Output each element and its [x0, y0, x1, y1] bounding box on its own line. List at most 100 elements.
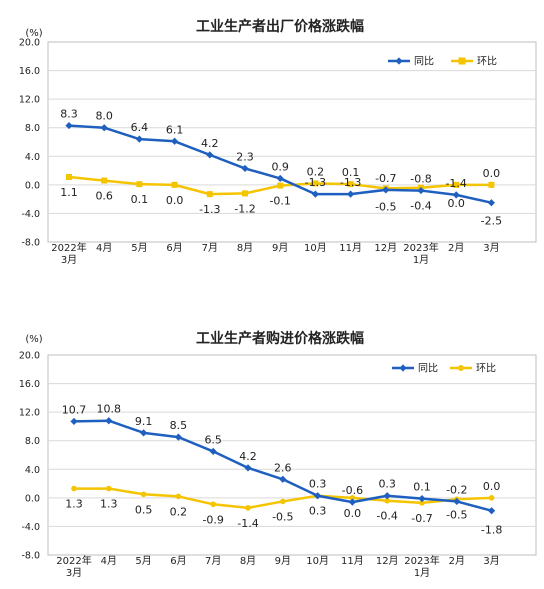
- plot-border: [47, 354, 537, 556]
- chart-title: 工业生产者购进价格涨跌幅: [196, 330, 364, 347]
- data-label: 8.0: [95, 110, 113, 123]
- data-label: 9.1: [135, 415, 153, 428]
- x-tick-label: 11月: [339, 242, 362, 254]
- data-label: 0.0: [483, 167, 501, 180]
- y-tick-label: 4.0: [25, 465, 40, 476]
- x-tick-label: 3月: [483, 555, 499, 567]
- data-labels: 8.3 8.0 6.4 6.1 4.2 2.3 0.9 -1.3 -1.3 -0.7 -0.8 -1.…: [60, 108, 502, 228]
- x-tick-label: 5月: [131, 242, 147, 254]
- data-point: [277, 182, 284, 189]
- data-point: [452, 191, 460, 199]
- series-layer: [65, 121, 495, 207]
- data-point: [206, 151, 214, 159]
- data-label: -1.3: [199, 203, 220, 216]
- data-label: 0.0: [166, 194, 184, 207]
- y-tick-label: -4.0: [21, 209, 40, 220]
- data-label: 0.1: [413, 481, 431, 494]
- y-tick-label: -4.0: [21, 522, 40, 533]
- data-point: [65, 121, 73, 130]
- data-label: 0.0: [483, 480, 501, 493]
- x-tick-label: 12月: [374, 242, 397, 254]
- y-tick-label: 0.0: [25, 493, 40, 504]
- data-point: [105, 417, 113, 425]
- legend: 同比 环比: [392, 363, 496, 375]
- data-point: [106, 485, 112, 492]
- data-label: -1.3: [340, 176, 361, 189]
- unit-label: (%): [25, 28, 42, 39]
- legend-marker: [395, 57, 403, 65]
- data-point: [244, 464, 252, 472]
- legend-label: 环比: [476, 363, 496, 375]
- data-label: -1.8: [481, 524, 502, 537]
- data-label: 2.3: [236, 150, 254, 163]
- x-tick-label: 2月: [449, 555, 465, 567]
- x-tick-label: 10月: [306, 555, 329, 567]
- data-label: -0.5: [272, 510, 293, 523]
- data-point: [135, 135, 143, 143]
- data-label: 0.3: [309, 505, 327, 518]
- y-tick-label: 16.0: [19, 379, 40, 390]
- x-tick-label-sub: 3月: [66, 567, 82, 579]
- data-point: [488, 495, 495, 501]
- data-label: 6.5: [204, 433, 222, 446]
- x-tick-label: 2023年: [403, 241, 438, 254]
- series-layer: [70, 417, 496, 515]
- x-tick-label: 9月: [272, 242, 288, 254]
- data-label: 4.2: [239, 450, 257, 463]
- chart-purchase-price: 工业生产者购进价格涨跌幅 (%) 20.0 16.0 12.0 8.0 4.0 0.0 -4…: [19, 330, 537, 579]
- data-point: [347, 190, 355, 198]
- data-label: 0.0: [344, 507, 362, 520]
- data-point: [314, 492, 322, 500]
- data-point: [245, 505, 251, 511]
- data-label: -1.4: [237, 517, 258, 530]
- legend-label: 同比: [418, 363, 438, 375]
- y-axis: 20.0 16.0 12.0 8.0 4.0 0.0 -4.0 -8.0: [19, 351, 536, 562]
- data-point: [312, 180, 319, 187]
- x-tick-label: 4月: [101, 555, 117, 567]
- data-point: [66, 174, 72, 180]
- data-point: [70, 417, 78, 426]
- data-point: [488, 507, 496, 515]
- data-label: 6.4: [131, 121, 149, 134]
- data-label: 4.2: [201, 137, 219, 150]
- y-tick-label: 20.0: [19, 351, 40, 362]
- legend: 同比 环比: [388, 56, 497, 68]
- data-label: -0.5: [375, 200, 396, 213]
- legend-marker: [458, 57, 466, 65]
- x-tick-label: 8月: [237, 242, 253, 254]
- legend-label: 同比: [414, 56, 434, 68]
- x-tick-label: 5月: [135, 555, 151, 567]
- data-label: -0.7: [411, 512, 432, 525]
- y-tick-label: -8.0: [21, 551, 40, 562]
- data-point: [419, 500, 425, 506]
- data-label: 10.7: [62, 403, 87, 416]
- x-tick-label: 7月: [205, 555, 221, 567]
- data-label: -0.1: [269, 195, 290, 208]
- y-tick-label: 16.0: [19, 66, 40, 77]
- data-label: 1.3: [100, 498, 118, 511]
- data-point: [453, 497, 461, 506]
- data-label: -0.4: [376, 510, 397, 523]
- data-point: [453, 181, 460, 188]
- data-label: -0.8: [410, 173, 431, 186]
- data-label: 0.2: [170, 505, 188, 518]
- data-label: 0.6: [95, 190, 113, 203]
- data-point: [206, 191, 213, 198]
- data-point: [100, 124, 108, 132]
- x-tick-label: 10月: [304, 242, 327, 254]
- chart-output-price: 工业生产者出厂价格涨跌幅 (%) 20.0 16.0 12.0 8.0 4.0 0.0 -4…: [19, 18, 537, 266]
- data-point: [140, 491, 147, 498]
- data-label: 8.5: [170, 419, 188, 432]
- data-label: 0.1: [131, 193, 149, 206]
- chart-title: 工业生产者出厂价格涨跌幅: [196, 18, 364, 35]
- data-label: 6.1: [166, 123, 184, 136]
- x-tick-label-sub: 1月: [413, 254, 429, 266]
- data-point: [171, 181, 178, 188]
- data-point: [140, 429, 148, 437]
- data-label: 2.6: [274, 461, 292, 474]
- data-point: [210, 501, 216, 508]
- data-point: [241, 164, 249, 173]
- x-tick-label: 8月: [240, 555, 256, 567]
